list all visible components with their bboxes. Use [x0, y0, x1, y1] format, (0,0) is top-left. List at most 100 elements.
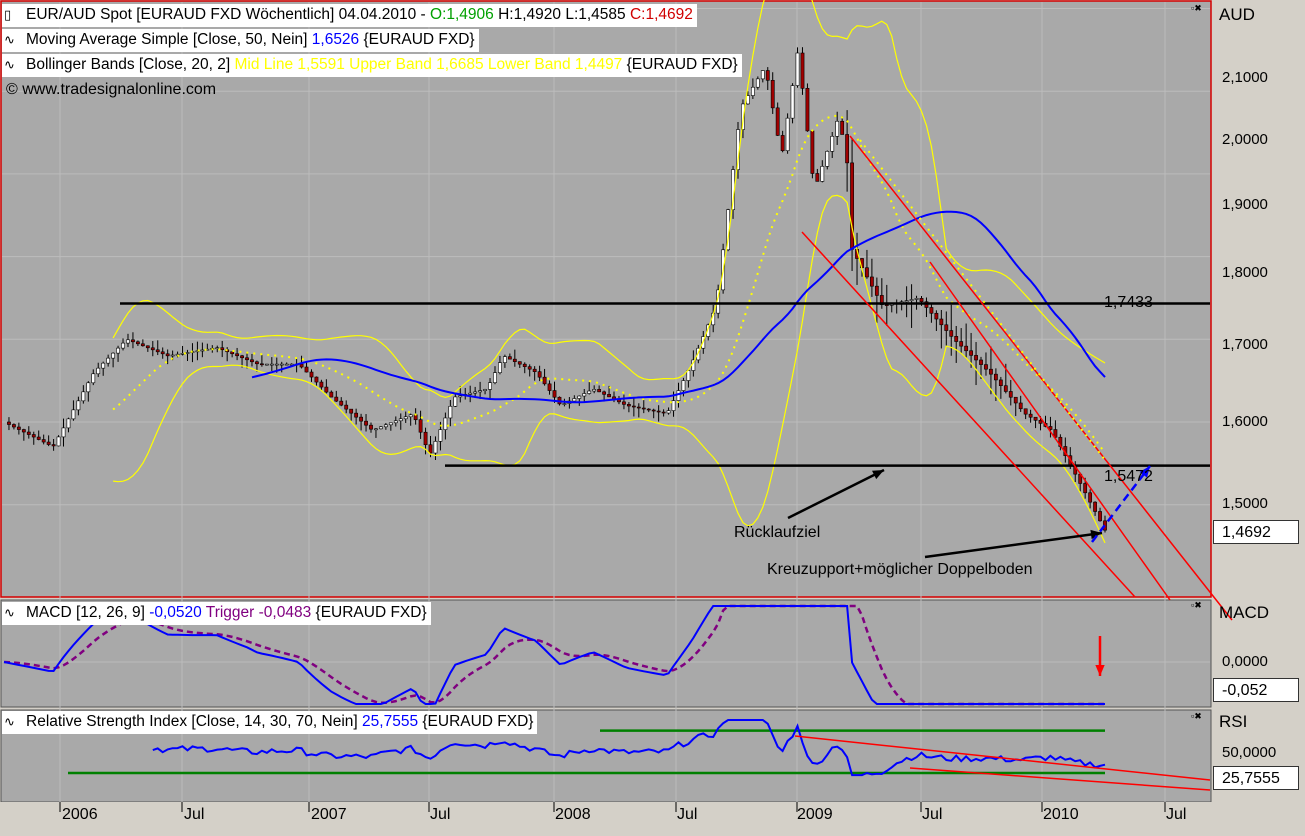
candle-body: [582, 393, 587, 397]
candle-body: [1088, 492, 1093, 503]
arrow-kreuzsupport-head: [1090, 529, 1102, 540]
candle-body: [572, 398, 577, 402]
level-label-top: 1,7433: [1104, 294, 1153, 311]
rsi-trendline-lower: [909, 767, 1211, 791]
candle-body: [1083, 483, 1088, 494]
candle-body: [884, 304, 889, 306]
candle-body: [274, 363, 279, 366]
candle-body: [959, 341, 964, 347]
candle-body: [349, 408, 354, 414]
candle-body: [919, 298, 924, 303]
candle-body: [319, 381, 324, 388]
candle-body: [1048, 426, 1053, 430]
candle-body: [641, 407, 646, 410]
candle-body: [686, 370, 691, 381]
candle-body: [106, 357, 111, 364]
candle-body: [835, 120, 840, 137]
candle-body: [51, 444, 56, 447]
candle-body: [255, 361, 259, 365]
price-panel-bg: [0, 0, 1212, 598]
candle-body: [810, 130, 815, 174]
candle-body: [438, 429, 443, 442]
candle-body: [354, 412, 359, 418]
price-tick: 1,8000: [1222, 264, 1268, 281]
candle-body: [359, 416, 363, 422]
candle-body: [374, 428, 378, 431]
candle-body: [170, 354, 175, 357]
candle-body: [845, 134, 850, 164]
candle-body: [46, 441, 51, 445]
candle-body: [870, 276, 874, 287]
candle-body: [909, 299, 914, 301]
candle-body: [914, 298, 919, 300]
candle-body: [369, 424, 373, 430]
candle-body: [592, 389, 597, 392]
candle-body: [443, 417, 448, 430]
price-tick: 2,0000: [1222, 131, 1268, 148]
candle-body: [428, 444, 433, 454]
candle-body: [121, 342, 125, 349]
candle-body: [1013, 396, 1018, 404]
candle-body: [250, 359, 254, 363]
candle-body: [150, 347, 155, 351]
candle-body: [542, 376, 547, 385]
candle-body: [145, 345, 150, 349]
candle-body: [7, 421, 11, 425]
candle-body: [631, 405, 636, 408]
candle-body: [671, 400, 676, 411]
candle-body: [81, 391, 86, 402]
candle-body: [259, 363, 264, 366]
ma-header: ∿ Moving Average Simple [Close, 50, Nein]…: [2, 29, 479, 52]
candle-body: [136, 341, 140, 345]
arrow-ruecklaufziel: [787, 468, 885, 520]
candle-body: [71, 409, 76, 420]
x-tick-label: Jul: [677, 806, 698, 823]
candle-body: [522, 363, 527, 367]
candle-body: [651, 409, 656, 412]
candle-body: [979, 359, 983, 365]
candle-body: [934, 312, 939, 320]
candle-body: [780, 135, 785, 152]
candle-body: [488, 382, 492, 390]
candle-body: [706, 324, 711, 337]
candle-body: [379, 426, 383, 430]
candle-body: [21, 429, 26, 433]
candle-body: [1033, 416, 1038, 421]
candle-body: [1038, 420, 1043, 424]
panel-window-buttons-icon[interactable]: ▫✖: [1191, 3, 1202, 13]
candle-body: [91, 373, 96, 384]
candle-body: [954, 336, 959, 342]
rsi-axis-title: RSI: [1219, 712, 1248, 731]
candle-body: [468, 392, 473, 395]
candle-body: [314, 376, 319, 383]
candle-body: [26, 431, 31, 435]
panel-window-buttons-icon[interactable]: ▫✖: [1191, 711, 1202, 721]
wave-icon: ∿: [4, 33, 15, 48]
candle-body: [16, 426, 21, 430]
candle-body: [339, 400, 344, 406]
x-tick-label: Jul: [922, 806, 943, 823]
panel-window-buttons-icon[interactable]: ▫✖: [1191, 600, 1202, 610]
candle-body: [185, 352, 190, 354]
candle-body: [800, 52, 805, 89]
x-tick-label: 2009: [797, 806, 833, 823]
candle-body: [473, 391, 478, 394]
candle-body: [929, 307, 934, 314]
candle-body: [131, 339, 135, 343]
candle-body: [448, 405, 453, 419]
arrow-kreuzsupport: [924, 531, 1103, 559]
candle-body: [200, 349, 205, 352]
candle-body: [364, 420, 368, 426]
price-tick: 1,5000: [1222, 495, 1268, 512]
candle-body: [503, 356, 507, 363]
candle-body: [215, 347, 220, 350]
candle-body: [304, 366, 309, 373]
candle-body: [805, 88, 810, 132]
candle-body: [12, 424, 16, 428]
candle-body: [299, 363, 304, 368]
candle-body: [1053, 429, 1058, 438]
candle-body: [155, 349, 160, 353]
candle-body: [418, 419, 423, 433]
candle-body: [607, 394, 611, 398]
